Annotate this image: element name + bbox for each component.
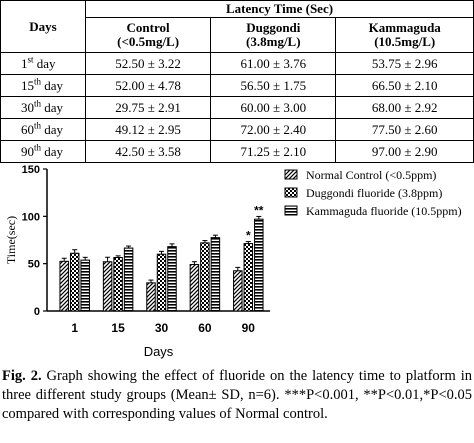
day-cell: 30th day bbox=[0, 96, 86, 119]
x-tick-label: 60 bbox=[198, 321, 212, 335]
y-tick-label: 50 bbox=[28, 259, 40, 271]
value-cell: 68.00 ± 2.92 bbox=[335, 96, 474, 119]
day-cell: 1st day bbox=[0, 52, 86, 75]
value-cell: 61.00 ± 3.76 bbox=[210, 52, 337, 75]
value-cell: 97.00 ± 2.90 bbox=[335, 140, 474, 163]
y-tick-label: 150 bbox=[22, 164, 40, 176]
significance-marker: * bbox=[246, 229, 251, 243]
y-tick-label: 0 bbox=[34, 306, 40, 318]
table-row: 60th day 49.12 ± 2.95 72.00 ± 2.40 77.50… bbox=[0, 118, 474, 141]
bar bbox=[146, 282, 156, 312]
bar bbox=[80, 259, 90, 312]
x-tick-label: 90 bbox=[242, 321, 256, 335]
day-cell: 15th day bbox=[0, 74, 86, 97]
bar bbox=[59, 260, 69, 312]
latency-header: Latency Time (Sec) bbox=[85, 0, 474, 18]
value-cell: 49.12 ± 2.95 bbox=[84, 118, 212, 141]
col-kammaguda-header: Kammaguda (10.5mg/L) bbox=[335, 17, 474, 53]
bar bbox=[113, 257, 123, 312]
legend-swatch bbox=[284, 187, 298, 198]
x-tick-label: 15 bbox=[111, 321, 125, 335]
table-row: 1st day 52.50 ± 3.22 61.00 ± 3.76 53.75 … bbox=[0, 52, 474, 75]
day-cell: 90th day bbox=[0, 140, 86, 163]
value-cell: 53.75 ± 2.96 bbox=[335, 52, 474, 75]
value-cell: 72.00 ± 2.40 bbox=[210, 118, 337, 141]
y-tick-label: 100 bbox=[22, 211, 40, 223]
significance-marker: ** bbox=[254, 203, 264, 217]
bar bbox=[102, 261, 113, 312]
x-tick-label: 30 bbox=[155, 321, 169, 335]
legend-swatch bbox=[284, 169, 298, 180]
legend-label: Normal Control (<0.5ppm) bbox=[306, 168, 436, 182]
col-duggondi-header: Duggondi (3.8mg/L) bbox=[210, 17, 337, 53]
table-row: 30th day 29.75 ± 2.91 60.00 ± 3.00 68.00… bbox=[0, 96, 474, 119]
bar bbox=[233, 270, 243, 312]
latency-bar-chart: 0 50 100 150 Time(sec) 1 15 30 60 90 *** Days Normal… bbox=[4, 164, 462, 359]
legend-label: Kammaguda fluoride (10.5ppm) bbox=[306, 204, 462, 218]
bar bbox=[123, 247, 134, 312]
col-control-header: Control (<0.5mg/L) bbox=[84, 17, 212, 53]
y-axis-label: Time(sec) bbox=[4, 216, 18, 264]
value-cell: 60.00 ± 3.00 bbox=[210, 96, 337, 119]
col-conc: (3.8mg/L) bbox=[246, 34, 301, 49]
col-name: Kammaguda bbox=[368, 20, 441, 35]
table-row: 15th day 52.00 ± 4.78 56.50 ± 1.75 66.50… bbox=[0, 74, 474, 97]
bar bbox=[200, 242, 210, 312]
bar bbox=[156, 253, 167, 312]
bar bbox=[189, 263, 200, 312]
value-cell: 77.50 ± 2.60 bbox=[335, 118, 474, 141]
col-name: Duggondi bbox=[246, 20, 301, 35]
caption-text: Graph showing the effect of fluoride on … bbox=[2, 368, 473, 422]
caption-label: Fig. 2. bbox=[2, 368, 42, 384]
bar bbox=[69, 252, 80, 312]
bar bbox=[254, 218, 264, 312]
value-cell: 56.50 ± 1.75 bbox=[210, 74, 337, 97]
legend-swatch bbox=[284, 205, 298, 216]
legend-label: Duggondi fluoride (3.8ppm) bbox=[306, 186, 442, 200]
bar bbox=[167, 246, 177, 312]
table-row: 90th day 42.50 ± 3.58 71.25 ± 2.10 97.00… bbox=[0, 140, 474, 163]
value-cell: 71.25 ± 2.10 bbox=[210, 140, 337, 163]
col-name: Control bbox=[126, 20, 170, 35]
col-conc: (10.5mg/L) bbox=[374, 34, 436, 49]
value-cell: 42.50 ± 3.58 bbox=[84, 140, 212, 163]
value-cell: 52.50 ± 3.22 bbox=[84, 52, 212, 75]
bar bbox=[243, 243, 254, 312]
col-conc: (<0.5mg/L) bbox=[117, 34, 180, 49]
value-cell: 52.00 ± 4.78 bbox=[84, 74, 212, 97]
latency-table: Days Latency Time (Sec) Control (<0.5mg/… bbox=[0, 0, 474, 163]
value-cell: 66.50 ± 2.10 bbox=[335, 74, 474, 97]
figure-caption: Fig. 2. Graph showing the effect of fluo… bbox=[2, 367, 472, 424]
days-header: Days bbox=[0, 0, 86, 53]
day-cell: 60th day bbox=[0, 118, 86, 141]
x-tick-label: 1 bbox=[71, 321, 78, 335]
x-axis-label: Days bbox=[144, 344, 174, 359]
plot-area: 0 50 100 150 Time(sec) 1 15 30 60 90 *** Days Normal… bbox=[4, 164, 462, 359]
value-cell: 29.75 ± 2.91 bbox=[84, 96, 212, 119]
bar bbox=[210, 237, 221, 312]
